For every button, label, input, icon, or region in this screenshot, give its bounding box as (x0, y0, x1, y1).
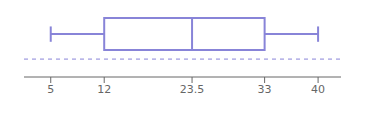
svg-text:12: 12 (97, 83, 111, 96)
svg-text:5: 5 (47, 83, 54, 96)
svg-text:40: 40 (311, 83, 325, 96)
svg-text:23.5: 23.5 (180, 83, 205, 96)
svg-text:33: 33 (258, 83, 272, 96)
